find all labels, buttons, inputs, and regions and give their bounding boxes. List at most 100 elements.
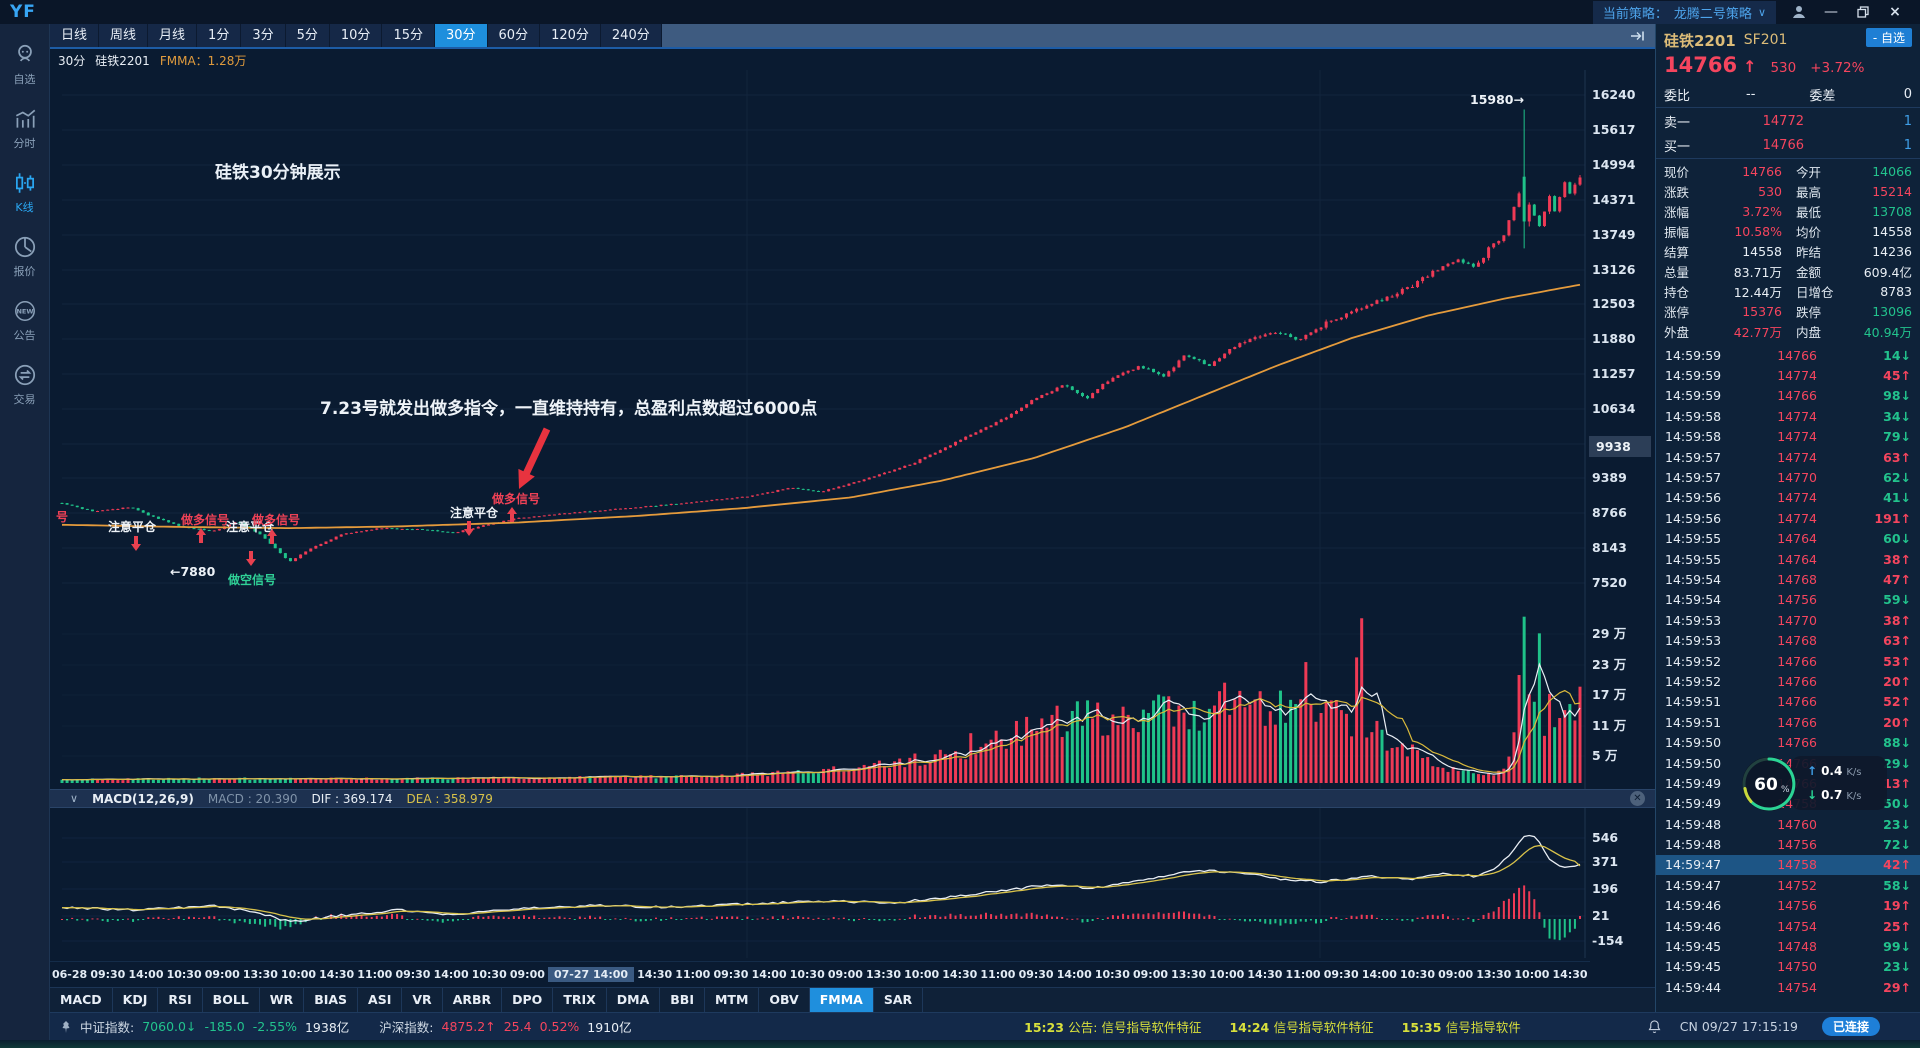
tick-row[interactable]: 14:59:57 14774 63↑ [1656,447,1920,467]
sidebar-item-分时[interactable]: 分时 [0,96,50,160]
expand-right-icon[interactable] [1630,29,1646,43]
tick-row[interactable]: 14:59:57 14770 62↓ [1656,467,1920,487]
indicator-tab-DMA[interactable]: DMA [607,988,661,1012]
indicator-tab-ARBR[interactable]: ARBR [443,988,503,1012]
period-tab-5分[interactable]: 5分 [286,24,330,47]
indicator-tab-FMMA[interactable]: FMMA [809,988,874,1012]
svg-text:15980→: 15980→ [1470,92,1524,107]
indicator-tab-ASI[interactable]: ASI [358,988,403,1012]
period-tab-15分[interactable]: 15分 [382,24,435,47]
connection-status-badge[interactable]: 已连接 [1821,1017,1880,1036]
quote-grid-row: 外盘 42.77万 内盘 40.94万 [1656,321,1920,341]
indicator-tab-SAR[interactable]: SAR [874,988,924,1012]
index1-label[interactable]: 中证指数: [80,1020,135,1035]
tick-row[interactable]: 14:59:50 14766 88↓ [1656,732,1920,752]
quote-grid-row: 涨停 15376 跌停 13096 [1656,301,1920,321]
tick-row[interactable]: 14:59:51 14766 52↑ [1656,692,1920,712]
indicator-tab-KDJ[interactable]: KDJ [113,988,159,1012]
tick-row[interactable]: 14:59:56 14774 191↑ [1656,508,1920,528]
tick-row[interactable]: 14:59:55 14764 60↓ [1656,529,1920,549]
pin-icon[interactable] [60,1020,72,1034]
sidebar-label: 报价 [13,264,36,278]
network-gauge[interactable]: ↑ 0.4 K/s ↓ 0.7 K/s 60 % [1737,752,1889,816]
period-tab-1分[interactable]: 1分 [197,24,242,47]
tick-row[interactable]: 14:59:48 14760 23↓ [1656,814,1920,834]
indicator-tab-RSI[interactable]: RSI [158,988,203,1012]
tick-row[interactable]: 14:59:51 14766 20↑ [1656,712,1920,732]
ask-row[interactable]: 卖一 14772 1 [1656,109,1920,133]
period-tab-120分[interactable]: 120分 [540,24,601,47]
svg-text:5 万: 5 万 [1592,748,1618,763]
tick-row[interactable]: 14:59:59 14766 98↓ [1656,386,1920,406]
period-tab-240分[interactable]: 240分 [601,24,662,47]
tick-row[interactable]: 14:59:47 14758 42↑ [1656,854,1920,876]
period-tab-10分[interactable]: 10分 [330,24,383,47]
svg-text:做多信号: 做多信号 [251,512,300,527]
tick-list[interactable]: 14:59:59 14766 14↓ 14:59:59 14774 45↑ 14:59:59… [1656,345,1920,998]
window-bottom-edge [0,1040,1920,1048]
bell-icon[interactable] [1647,1019,1662,1034]
indicator-tab-BOLL[interactable]: BOLL [203,988,260,1012]
index2-label[interactable]: 沪深指数: [379,1020,434,1035]
quote-field-value: 83.71万 [1733,264,1782,280]
indicator-tab-BIAS[interactable]: BIAS [304,988,359,1012]
minimize-button[interactable]: — [1824,4,1838,20]
tick-row[interactable]: 14:59:53 14770 38↑ [1656,610,1920,630]
tick-row[interactable]: 14:59:52 14766 53↑ [1656,651,1920,671]
tick-time: 14:59:48 [1665,837,1722,853]
tick-row[interactable]: 14:59:59 14766 14↓ [1656,345,1920,365]
chart-annotations: 15980→ ←7880 [170,92,1524,579]
kline-chart[interactable]: 16240 15617 14994 14371 13749 13126 12503 11880… [50,47,1655,1013]
tick-row[interactable]: 14:59:56 14774 41↓ [1656,488,1920,508]
sidebar-item-报价[interactable]: 报价 [0,224,50,288]
period-tab-60分[interactable]: 60分 [488,24,541,47]
tick-row[interactable]: 14:59:46 14756 19↑ [1656,896,1920,916]
close-button[interactable]: × [1889,4,1901,20]
sidebar-item-交易[interactable]: 交易 [0,352,50,416]
user-icon[interactable] [1790,3,1808,21]
quote-grid-row: 结算 14558 昨结 14236 [1656,241,1920,261]
remove-watchlist-button[interactable]: - 自选 [1865,28,1912,47]
indicator-tab-WR[interactable]: WR [260,988,305,1012]
macd-close-icon[interactable]: ✕ [1630,791,1645,806]
restore-button[interactable] [1854,3,1872,21]
strategy-selector[interactable]: 当前策略： 龙腾二号策略 ∨ [1592,0,1776,24]
tick-row[interactable]: 14:59:45 14748 99↓ [1656,936,1920,956]
tick-row[interactable]: 14:59:59 14774 45↑ [1656,365,1920,385]
indicator-tab-VR[interactable]: VR [402,988,443,1012]
indicator-tab-TRIX[interactable]: TRIX [553,988,607,1012]
period-tab-月线[interactable]: 月线 [148,24,198,47]
contract-code: SF201 [1743,32,1788,48]
sidebar-item-K线[interactable]: K线 [0,160,50,224]
quote-field-label: 最低 [1796,204,1822,220]
tick-row[interactable]: 14:59:47 14752 58↓ [1656,875,1920,895]
quote-field-label: 涨幅 [1664,204,1690,220]
indicator-tab-MACD[interactable]: MACD [50,988,113,1012]
tick-row[interactable]: 14:59:54 14756 59↓ [1656,590,1920,610]
tick-row[interactable]: 14:59:48 14756 72↓ [1656,834,1920,854]
period-tab-3分[interactable]: 3分 [241,24,286,47]
indicator-tab-DPO[interactable]: DPO [502,988,554,1012]
tick-row[interactable]: 14:59:54 14768 47↑ [1656,569,1920,589]
period-tab-30分[interactable]: 30分 [434,24,488,47]
weicha-value: 0 [1903,87,1912,102]
tick-row[interactable]: 14:59:44 14754 29↑ [1656,977,1920,997]
weibi-value: -- [1746,87,1756,102]
bid-row[interactable]: 买一 14766 1 [1656,133,1920,157]
collapse-icon[interactable]: ∨ [70,792,79,805]
sidebar-item-自选[interactable]: 自选 [0,32,50,96]
tick-row[interactable]: 14:59:58 14774 79↓ [1656,427,1920,447]
period-tab-日线[interactable]: 日线 [50,24,100,47]
tick-row[interactable]: 14:59:45 14750 23↓ [1656,957,1920,977]
tick-row[interactable]: 14:59:52 14766 20↑ [1656,671,1920,691]
tick-row[interactable]: 14:59:53 14768 63↑ [1656,630,1920,650]
tick-time: 14:59:56 [1665,510,1722,526]
tick-row[interactable]: 14:59:55 14764 38↑ [1656,549,1920,569]
indicator-tab-OBV[interactable]: OBV [759,988,810,1012]
indicator-tab-BBI[interactable]: BBI [660,988,705,1012]
sidebar-item-公告[interactable]: NEW 公告 [0,288,50,352]
period-tab-周线[interactable]: 周线 [99,24,149,47]
tick-row[interactable]: 14:59:46 14754 25↑ [1656,916,1920,936]
tick-row[interactable]: 14:59:58 14774 34↓ [1656,406,1920,426]
indicator-tab-MTM[interactable]: MTM [705,988,760,1012]
